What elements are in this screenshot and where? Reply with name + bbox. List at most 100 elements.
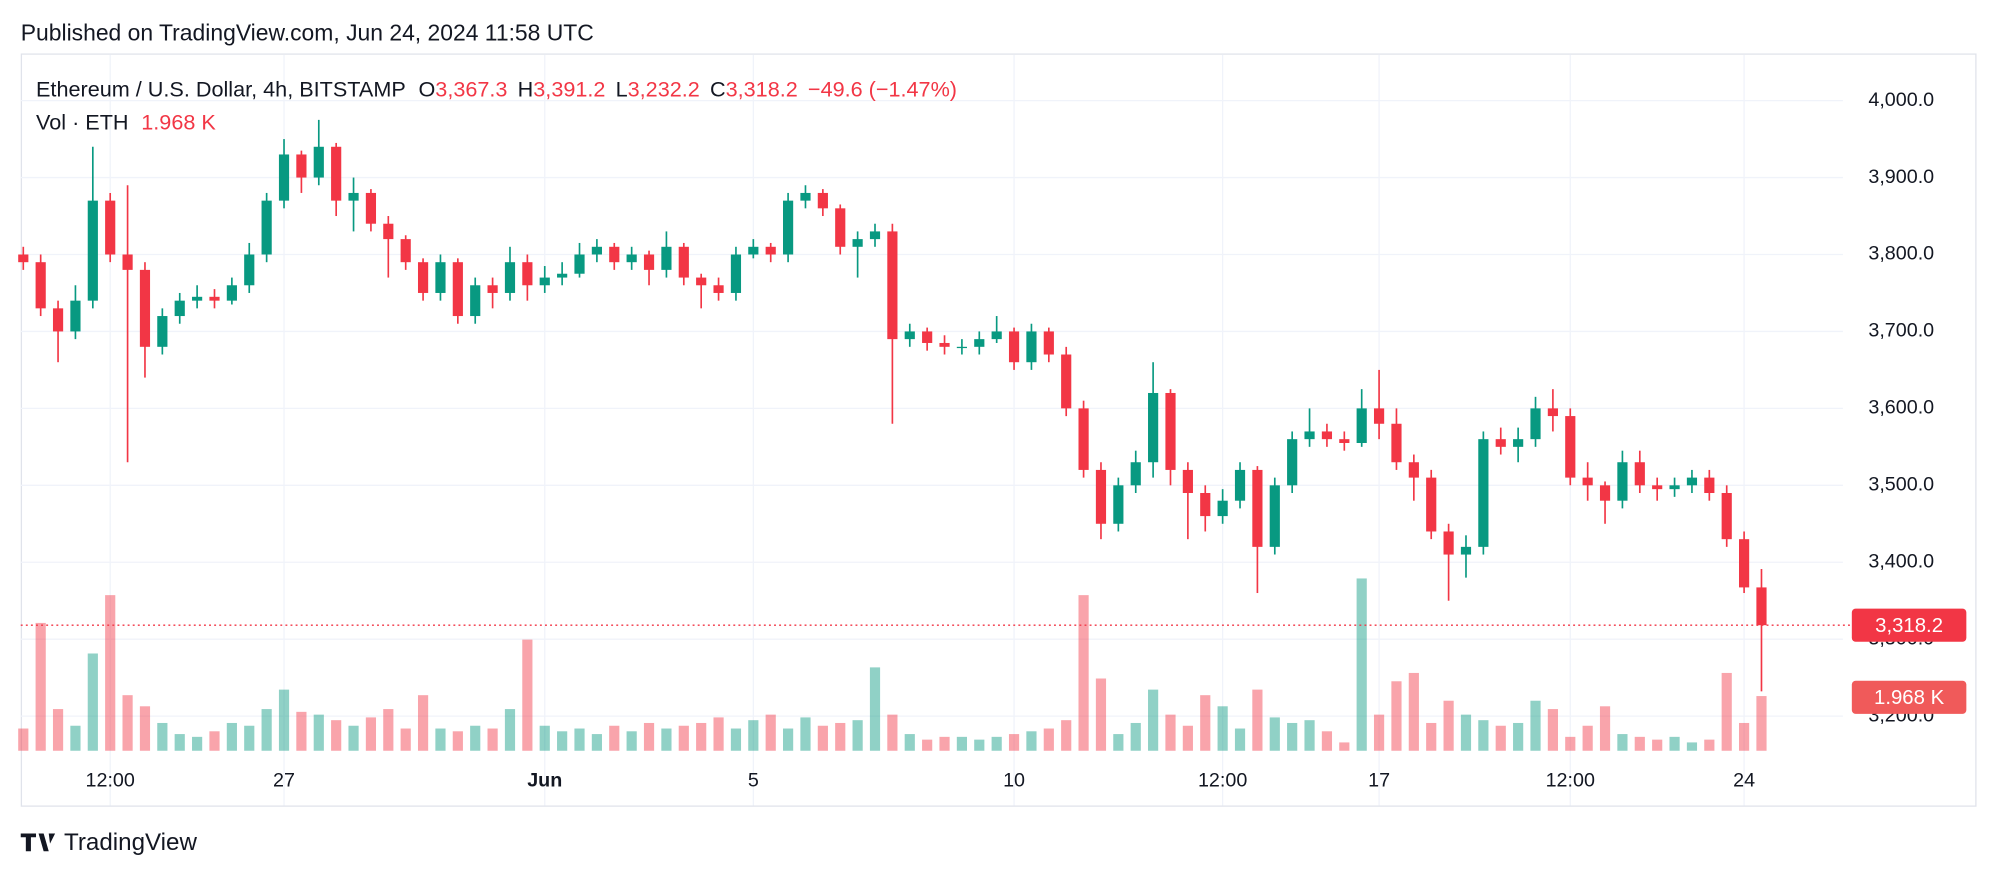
volume-bar (1078, 595, 1089, 751)
candle-body (435, 262, 446, 293)
x-tick-label: 27 (273, 769, 295, 791)
symbol: Ethereum / U.S. Dollar, 4h, BITSTAMP (36, 76, 406, 101)
volume-bar (1721, 672, 1732, 751)
candle-body (1095, 469, 1107, 524)
candle-body (261, 200, 272, 255)
candle-body (939, 342, 950, 347)
candle-body (1182, 469, 1193, 494)
volume-bar (1652, 739, 1663, 751)
volume-bar (974, 739, 985, 751)
candle-body (1061, 354, 1072, 409)
x-tick-label: Jun (527, 769, 562, 791)
open-value: 3,367.3 (435, 76, 507, 101)
candle-body (313, 146, 324, 178)
volume-bar (939, 736, 950, 751)
x-tick-label: 17 (1368, 769, 1390, 791)
volume-bar (470, 725, 481, 751)
volume-bar (1495, 725, 1506, 751)
candle-body (296, 154, 307, 178)
volume-bar (105, 595, 116, 751)
legend-line: Ethereum / U.S. Dollar, 4h, BITSTAMP O3,3… (36, 76, 957, 101)
y-tick-label: 3,900.0 (1868, 166, 1934, 188)
candle-body (522, 262, 533, 286)
candle-body (765, 246, 776, 255)
candle-body (1234, 469, 1246, 501)
x-tick-label: 5 (748, 769, 759, 791)
volume-bar (296, 711, 307, 751)
volume-bar (887, 714, 898, 751)
volume-bar (1148, 689, 1159, 751)
volume-bar (817, 725, 828, 751)
volume-bar (417, 695, 429, 751)
volume-bar (956, 736, 968, 751)
candle-body (887, 231, 898, 340)
candle-body (139, 269, 151, 347)
volume-bar (35, 622, 46, 751)
volume-bar (1599, 706, 1611, 751)
volume-bar (1008, 734, 1020, 751)
candle-body (817, 192, 828, 209)
volume-bar (487, 728, 498, 751)
candle-body (1130, 462, 1141, 486)
candle-body (244, 254, 255, 286)
candle-body (626, 254, 637, 263)
volume-bar (661, 728, 672, 751)
volume-bar (1321, 731, 1333, 751)
candle-body (174, 300, 185, 317)
last-volume-label: 1.968 K (1874, 687, 1945, 709)
candle-body (400, 239, 411, 263)
candle-body (1669, 485, 1680, 490)
candle-body (122, 254, 133, 270)
volume-bar (626, 731, 637, 751)
y-tick-label: 3,600.0 (1868, 397, 1934, 419)
candle-body (35, 262, 46, 309)
candle-body (748, 246, 759, 255)
volume-bar (348, 725, 359, 751)
change: −49.6 (−1.47%) (808, 76, 957, 101)
candle-body (105, 200, 116, 255)
candle-body (1443, 531, 1454, 555)
volume-bar (904, 734, 915, 751)
candle-body (192, 296, 203, 301)
volume-bar (1391, 681, 1402, 751)
volume-bar (730, 728, 742, 751)
volume-bar (452, 731, 463, 751)
volume-bar (1547, 709, 1558, 751)
volume-bar (991, 736, 1002, 751)
candle-body (1739, 539, 1750, 588)
volume-bar (1339, 742, 1350, 751)
candle-body (852, 239, 863, 247)
volume-bar (1686, 742, 1698, 751)
candle-body (1547, 408, 1558, 417)
candle-body (1078, 408, 1089, 470)
candle-body (1165, 392, 1176, 470)
volume-value: 1.968 K (141, 109, 216, 134)
candle-body (383, 223, 394, 240)
candle-body (974, 339, 985, 347)
volume-bar (1617, 734, 1628, 751)
candle-body (1339, 439, 1350, 443)
volume-bar (591, 734, 602, 751)
candle-body (331, 146, 342, 201)
volume-bar (1443, 700, 1454, 751)
volume-bar (1182, 725, 1193, 751)
candle-body (1460, 546, 1472, 555)
candle-body (1269, 485, 1280, 547)
open-label: O (418, 76, 435, 101)
y-tick-label: 3,500.0 (1868, 474, 1934, 496)
volume-bar (278, 689, 290, 751)
chart-frame (20, 53, 1977, 807)
volume-bar (539, 725, 550, 751)
candle-body (1582, 477, 1593, 486)
volume-bar (331, 720, 342, 751)
volume-bar (1756, 696, 1767, 751)
volume-bar (748, 720, 759, 751)
candle-body (1408, 462, 1419, 478)
volume-pane (18, 578, 1767, 751)
candle-body (1565, 416, 1576, 478)
candle-body (539, 277, 550, 286)
candle-body (1652, 485, 1663, 490)
candle-body (869, 231, 881, 240)
candle-body (1426, 477, 1437, 532)
volume-bar (383, 709, 394, 751)
